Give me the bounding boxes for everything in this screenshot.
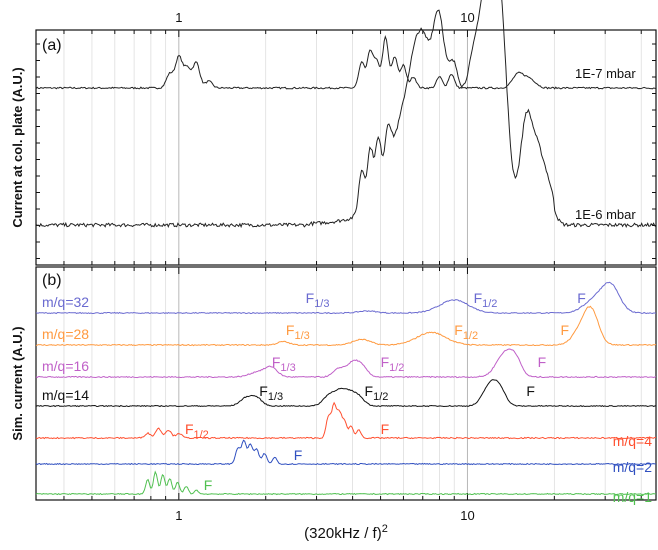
y-axis-label: Current at col. plate (A.U.) [10,67,25,227]
fraction-label: F [577,290,586,306]
fraction-label: F1/2 [365,383,389,403]
fraction-subscript: 1/2 [373,391,388,403]
fraction-label: F1/3 [272,354,296,374]
series-line [35,379,657,408]
fraction-label: F1/2 [454,322,478,342]
series-label: m/q=1 [613,489,653,505]
x-tick-label: 1 [175,10,182,25]
fraction-subscript: 1/2 [463,330,478,342]
plot-frame [35,266,657,501]
plot-frame [35,29,657,266]
series-line [35,34,657,90]
series-line [35,0,657,229]
fraction-subscript: 1/2 [389,362,404,374]
series-label: m/q=32 [42,294,89,310]
series-line [35,401,656,440]
fraction-label: F [526,383,535,399]
x-axis-label-superscript: 2 [382,523,388,535]
fraction-label: F1/3 [306,290,330,310]
x-tick-label: 10 [460,508,474,523]
panel-b: 1 10(b)m/q=32 F1/3 F1/2 Fm/q=28 F1/3 F1/2 Fm/q=… [10,266,657,542]
fraction-label: F [294,447,303,463]
fraction-label: F1/2 [474,290,498,310]
series-label: m/q=2 [613,459,653,475]
fraction-label: F1/3 [259,383,283,403]
fraction-label: F [560,322,569,338]
panel-label: (a) [42,37,62,54]
fraction-subscript: 1/2 [482,298,497,310]
panel-a: 1 10 (a) 1E-7 mbar 1E-6 mbar Current at col. … [10,0,657,266]
fraction-subscript: 1/3 [280,362,295,374]
series-label: m/q=28 [42,326,89,342]
x-tick-label: 1 [175,508,182,523]
x-axis-label: (320kHz / f)2 [304,523,388,542]
series-line [35,348,657,379]
series-line [35,470,657,496]
series-line [35,281,657,315]
fraction-subscript: 1/3 [268,391,283,403]
series-label: 1E-6 mbar [575,207,636,222]
series-line [35,439,657,466]
fraction-subscript: 1/3 [314,298,329,310]
fraction-subscript: 1/2 [194,429,209,441]
series-label: m/q=16 [42,358,89,374]
series-line [35,305,657,347]
series-label: m/q=4 [613,433,653,449]
fraction-subscript: 1/3 [294,330,309,342]
fraction-label: F1/2 [381,354,405,374]
fraction-label: F [381,421,390,437]
y-axis-label: Sim. current (A.U.) [10,326,25,440]
panel-label: (b) [42,272,62,289]
series-label: 1E-7 mbar [575,66,636,81]
fraction-label: F [538,354,547,370]
series-label: m/q=14 [42,387,89,403]
fraction-label: F1/3 [286,322,310,342]
fraction-label: F [204,477,213,493]
x-tick-label: 10 [460,10,474,25]
